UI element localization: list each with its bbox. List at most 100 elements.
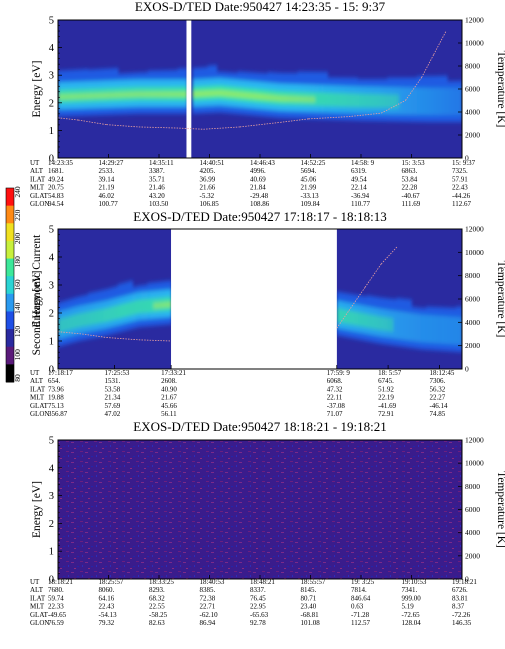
table-row-label: GLON	[30, 200, 49, 208]
spectrogram-panel-3: EXOS-D/TED Date:950427 18:18:21 - 19:18:…	[30, 419, 505, 627]
table-cell: 56.11	[161, 410, 177, 418]
colorbar-swatch	[6, 293, 14, 312]
colorbar: 80 100 120 140 160 180 200 220 240 Second Harmoni…	[5, 186, 43, 383]
table-cell: 100.77	[99, 200, 119, 208]
table-cell: -65.63	[250, 611, 269, 619]
table-cell: 18:18:21	[48, 578, 73, 586]
energy-tick-label: 4	[49, 253, 55, 264]
table-cell: 8.37	[452, 603, 465, 611]
table-cell: 46.02	[99, 192, 115, 200]
table-cell: 999.00	[402, 594, 422, 602]
panel-title: EXOS-D/TED Date:950427 18:18:21 - 19:18:…	[133, 419, 386, 434]
table-cell: -29.48	[250, 192, 269, 200]
table-cell: 53.58	[105, 385, 121, 393]
table-cell: 47.02	[105, 410, 121, 418]
colorbar-swatch	[6, 329, 14, 348]
temperature-tick-label: 6000	[465, 85, 480, 94]
table-row-label: MLT	[30, 603, 45, 611]
table-cell: 8385.	[200, 586, 216, 594]
table-cell: 22.19	[378, 394, 394, 402]
panel-title: EXOS-D/TED Date:950427 14:23:35 - 15: 9:…	[135, 0, 386, 14]
table-cell: 72.91	[378, 410, 394, 418]
energy-tick-label: 1	[49, 337, 54, 348]
spectrogram-panel-1: EXOS-D/TED Date:950427 14:23:35 - 15: 9:…	[30, 0, 505, 208]
table-row-label: ILAT	[30, 594, 46, 602]
temperature-tick-label: 12000	[465, 225, 484, 234]
table-cell: 19:10:53	[402, 578, 427, 586]
table-cell: -37.08	[327, 402, 346, 410]
table-cell: 109.84	[301, 200, 321, 208]
energy-band	[58, 65, 462, 123]
colorbar-swatch	[6, 346, 14, 365]
table-cell: 49.54	[351, 175, 367, 183]
orbit-parameter-table: UT 17:18:17 17:25:53 17:33:21 17:59: 9 18: 5:…	[30, 369, 455, 418]
table-row-label: ILAT	[30, 175, 46, 183]
table-cell: -54.13	[99, 611, 118, 619]
table-cell: 57.91	[452, 175, 468, 183]
table-cell: 21.34	[105, 394, 121, 402]
table-row-label: UT	[30, 159, 40, 167]
table-cell: 8337.	[250, 586, 266, 594]
energy-axis-label: Energy [eV]	[31, 481, 43, 538]
table-row-label: MLT	[30, 394, 45, 402]
table-cell: 14:23:35	[48, 159, 73, 167]
table-cell: 80.71	[301, 594, 317, 602]
data-gap	[186, 20, 192, 158]
table-cell: -5.32	[200, 192, 215, 200]
table-cell: 18:48:21	[250, 578, 275, 586]
table-cell: -58.25	[149, 611, 168, 619]
table-cell: -72.26	[452, 611, 471, 619]
temperature-tick-label: 12000	[465, 436, 484, 445]
spectrogram-plot	[58, 440, 462, 579]
orbit-parameter-table: UT 18:18:21 18:25:57 18:33:25 18:40:53 18:48:…	[30, 578, 477, 627]
energy-tick-label: 3	[49, 281, 54, 292]
table-cell: 35.71	[149, 175, 165, 183]
energy-tick-label: 2	[49, 98, 54, 109]
table-row-label: UT	[30, 369, 40, 377]
temperature-axis-label: Temperature [K]	[495, 471, 505, 548]
table-cell: 57.69	[105, 402, 121, 410]
energy-tick-label: 5	[49, 225, 54, 236]
table-row-label: GLAT	[30, 402, 49, 410]
table-cell: -49.65	[48, 611, 67, 619]
energy-tick-label: 0	[49, 575, 54, 586]
temperature-tick-label: 0	[465, 365, 469, 374]
table-cell: 21.46	[149, 184, 165, 192]
spectrogram-plot	[58, 229, 462, 369]
table-cell: 14:58: 9	[351, 159, 375, 167]
table-cell: 76.59	[48, 619, 64, 627]
colorbar-swatch	[6, 205, 14, 224]
table-cell: 18:40:53	[200, 578, 225, 586]
colorbar-tick-label: 240	[13, 186, 22, 198]
table-cell: 40.90	[161, 385, 177, 393]
temperature-tick-label: 8000	[465, 271, 480, 280]
no-data-region	[171, 229, 337, 369]
spectrogram-panel-2: EXOS-D/TED Date:950427 17:18:17 - 18:18:…	[30, 209, 505, 418]
temperature-tick-label: 4000	[465, 528, 480, 537]
temperature-tick-label: 8000	[465, 482, 480, 491]
table-cell: 53.84	[402, 175, 418, 183]
table-cell: 14:35:11	[149, 159, 174, 167]
table-cell: 146.35	[452, 619, 472, 627]
table-cell: 5.19	[402, 603, 415, 611]
energy-tick-label: 5	[49, 16, 54, 27]
temperature-trace	[58, 31, 447, 130]
spectrogram-plot	[58, 20, 462, 158]
table-cell: 19: 3:25	[351, 578, 375, 586]
table-cell: -33.13	[301, 192, 320, 200]
colorbar-swatch	[6, 223, 14, 242]
table-cell: 94.54	[48, 200, 64, 208]
table-cell: 7306.	[429, 377, 445, 385]
table-row-label: ALT	[30, 167, 44, 175]
table-cell: 112.67	[452, 200, 471, 208]
table-cell: 23.40	[301, 603, 317, 611]
table-cell: -36.94	[351, 192, 370, 200]
table-cell: 17:25:53	[105, 369, 130, 377]
table-cell: 51.92	[378, 385, 394, 393]
table-cell: -62.10	[200, 611, 219, 619]
noise-background	[58, 440, 462, 579]
table-cell: 2533.	[99, 167, 115, 175]
table-cell: 15: 9:37	[452, 159, 476, 167]
table-cell: -71.28	[351, 611, 370, 619]
table-cell: 22.11	[327, 394, 343, 402]
